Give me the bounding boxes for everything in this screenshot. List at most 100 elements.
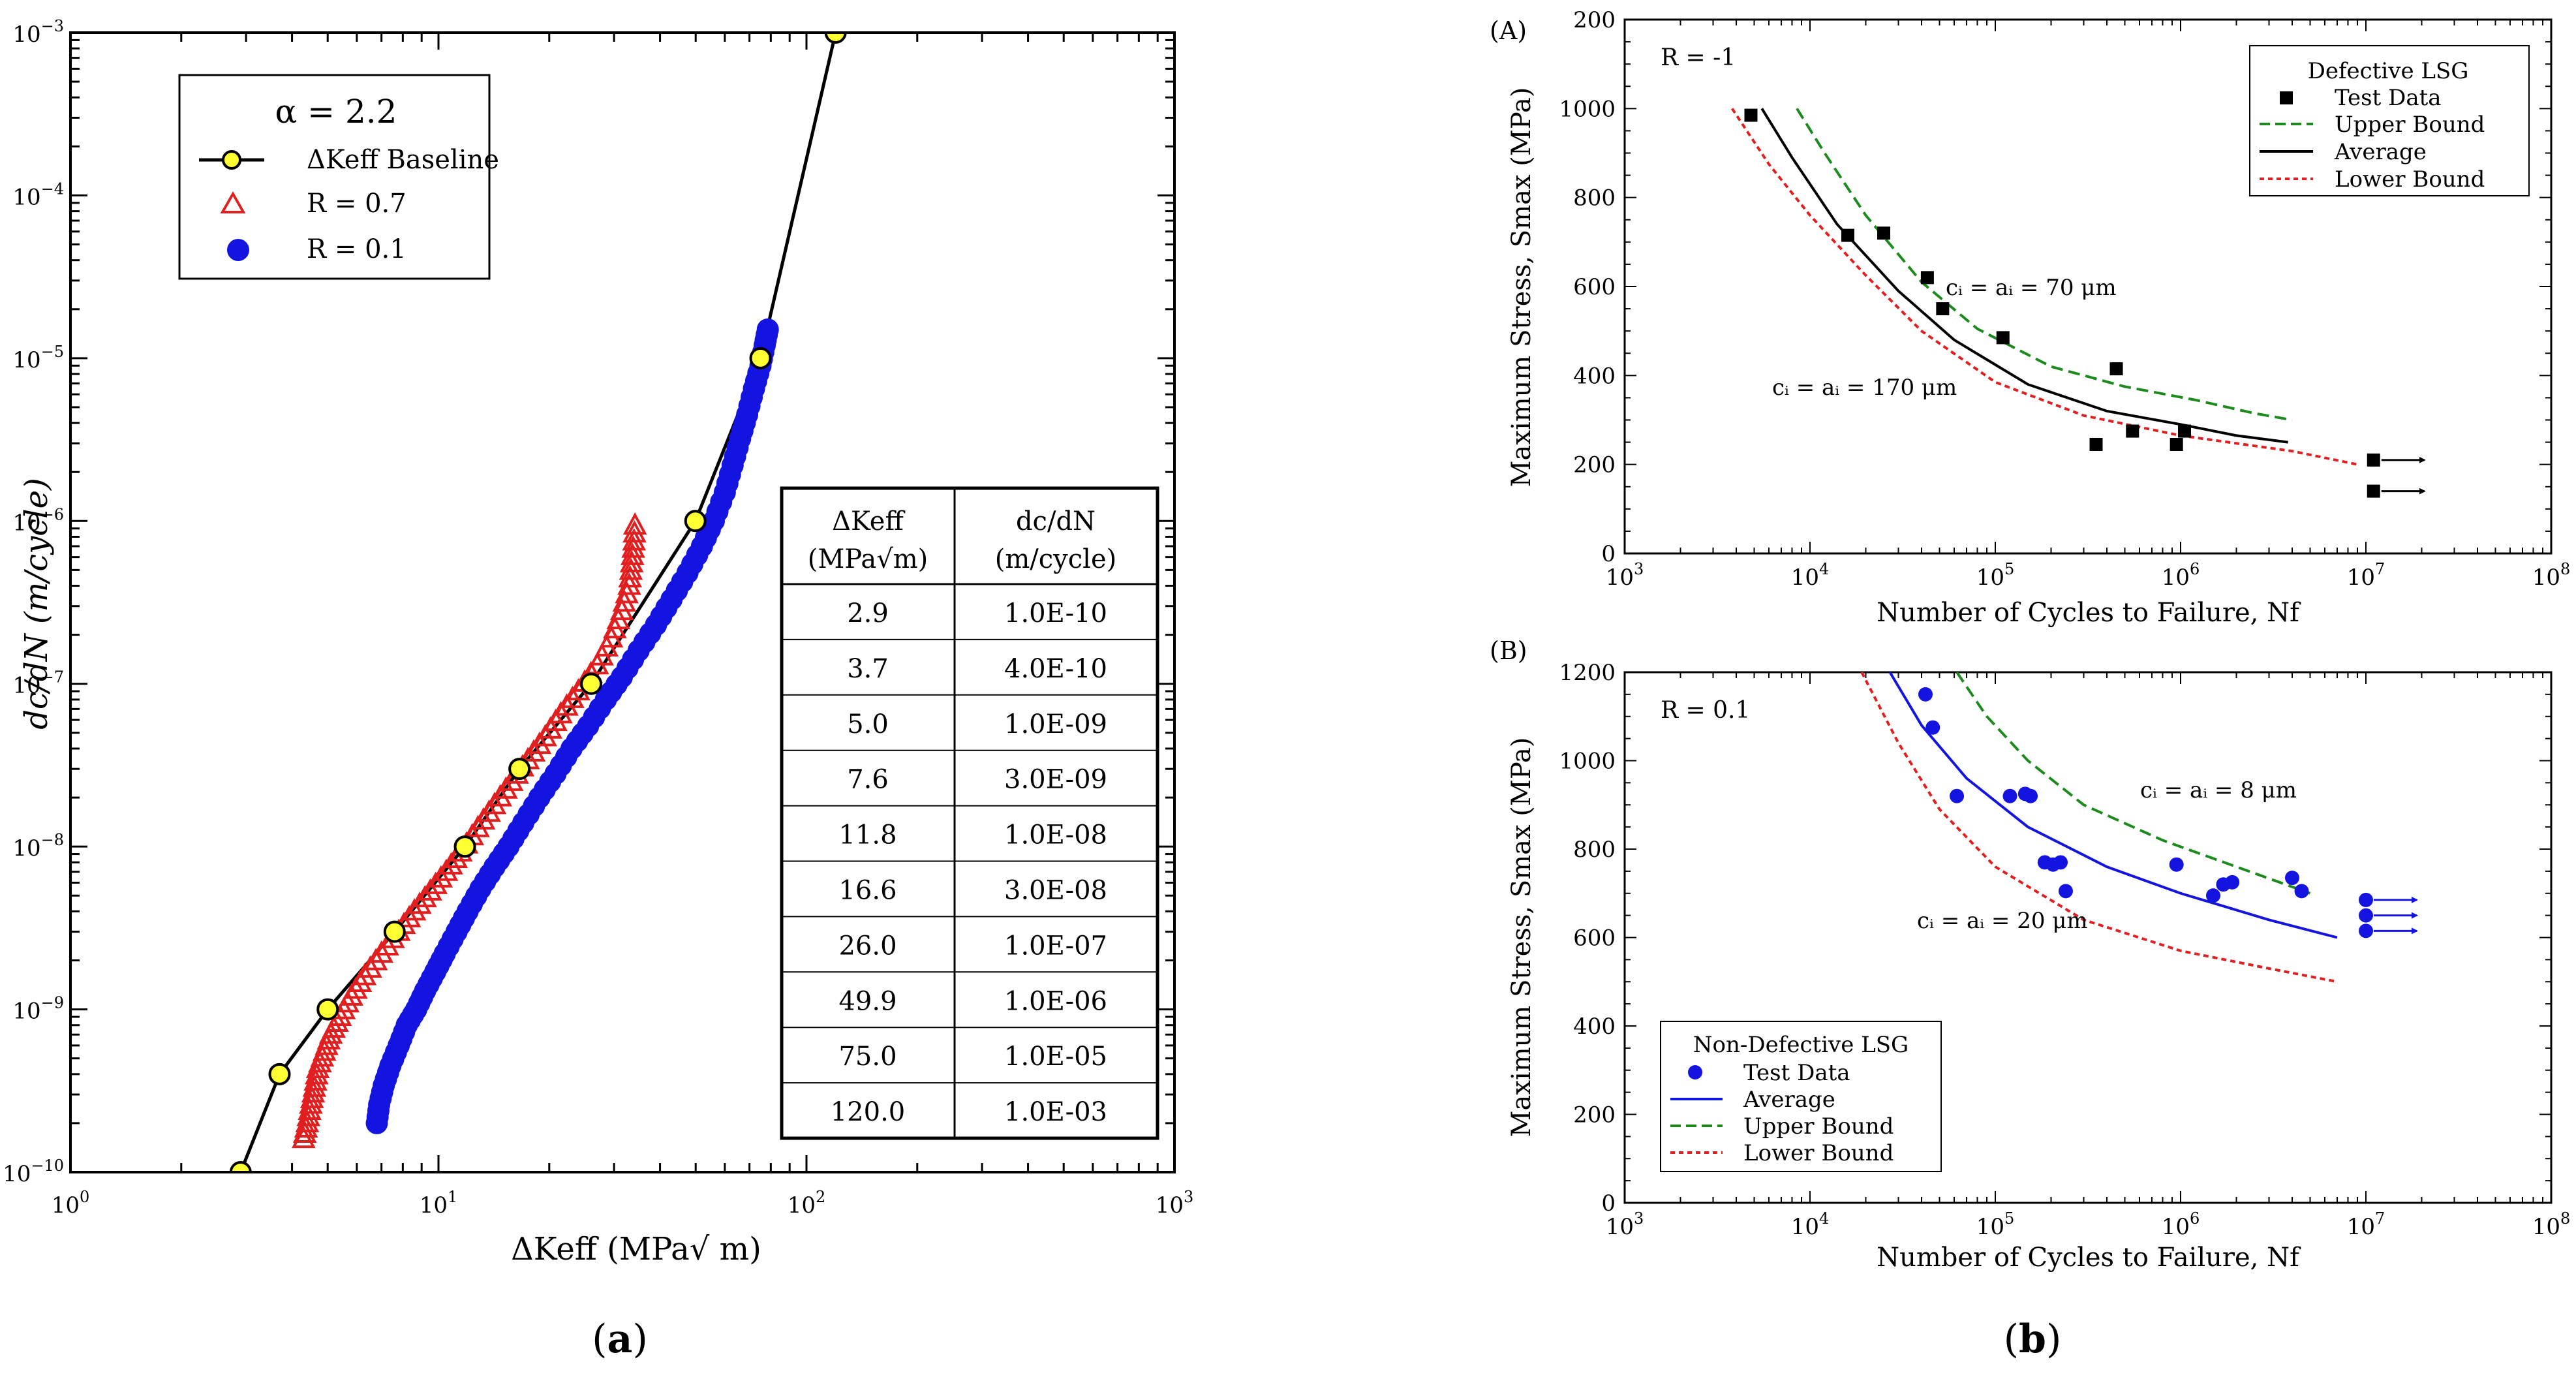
legend-r07-label: R = 0.7 bbox=[307, 189, 406, 219]
r07-data-point bbox=[397, 905, 422, 927]
legend-r01-marker bbox=[227, 239, 249, 261]
panel-B-legend-test-marker bbox=[1688, 1065, 1702, 1079]
caption-a-close: ) bbox=[632, 1316, 647, 1362]
test-data-point bbox=[1877, 226, 1891, 240]
caption-a-letter: a bbox=[607, 1316, 633, 1362]
x-tick-label: 100 bbox=[52, 1188, 90, 1218]
table-cell-dk: 16.6 bbox=[838, 876, 897, 906]
table-cell-dcdn: 3.0E-09 bbox=[1004, 765, 1107, 795]
y-tick-label-exp: −9 bbox=[41, 994, 64, 1012]
x-tick-label-base: 10 bbox=[1976, 1214, 2004, 1240]
table-header-dcdn-top: dc/dN bbox=[1016, 506, 1096, 536]
table-cell-dk: 5.0 bbox=[847, 709, 889, 739]
x-tick-label-base: 10 bbox=[420, 1192, 448, 1218]
table-cell-dk: 75.0 bbox=[838, 1042, 897, 1072]
baseline-data-point bbox=[453, 835, 476, 858]
y-tick-label-base: 10 bbox=[3, 1161, 31, 1187]
curve-average bbox=[1888, 672, 2338, 939]
y-tick-label-base: 10 bbox=[12, 184, 40, 210]
panel-A-curves bbox=[1730, 108, 2358, 466]
x-tick-label-base: 10 bbox=[2347, 565, 2375, 591]
test-data-point bbox=[2367, 484, 2380, 498]
curve-upper-bound bbox=[1796, 108, 2293, 422]
x-tick-label: 101 bbox=[420, 1188, 458, 1218]
r07-data-point bbox=[418, 878, 442, 901]
x-tick-label-base: 10 bbox=[1156, 1192, 1184, 1218]
r07-data-point bbox=[303, 1068, 328, 1091]
x-tick-label-exp: 5 bbox=[2004, 1209, 2014, 1228]
x-tick-label-exp: 4 bbox=[1819, 1209, 1829, 1228]
test-data-point bbox=[1936, 302, 1950, 316]
r07-data-point bbox=[499, 768, 524, 791]
r07-data-point bbox=[375, 933, 399, 955]
y-tick-label: 0 bbox=[1601, 1190, 1616, 1217]
table-cell-dcdn: 1.0E-05 bbox=[1004, 1042, 1107, 1072]
r07-data-point bbox=[296, 1104, 321, 1126]
curve-average bbox=[1760, 108, 2288, 444]
panel-B-legend-upper-label: Upper Bound bbox=[1743, 1113, 1894, 1140]
r07-data-point bbox=[429, 865, 453, 888]
panel-B-r-label: R = 0.1 bbox=[1661, 697, 1750, 724]
x-tick-label-exp: 7 bbox=[2375, 560, 2385, 578]
test-data-point bbox=[2089, 437, 2103, 451]
panel-B-legend-test-label: Test Data bbox=[1743, 1060, 1850, 1086]
panel-a: 100 101 102 103 10−1010−910−810−710−610−510… bbox=[3, 17, 1193, 1362]
table-cell-dk: 2.9 bbox=[847, 598, 889, 628]
table-cell-dk: 7.6 bbox=[847, 765, 889, 795]
x-tick-label-exp: 4 bbox=[1819, 560, 1829, 578]
x-tick-label-exp: 8 bbox=[2560, 560, 2570, 578]
x-tick-label-base: 10 bbox=[2162, 1214, 2190, 1240]
x-tick-label: 105 bbox=[1976, 560, 2015, 591]
panel-b-caption: (b) bbox=[2004, 1316, 2062, 1362]
panel-B-annotation-upper: cᵢ = aᵢ = 8 μm bbox=[2140, 777, 2297, 803]
x-tick-label-base: 10 bbox=[1976, 565, 2004, 591]
r07-data-point bbox=[423, 871, 448, 894]
test-data-point bbox=[2170, 437, 2183, 451]
table-header-dcdn-bottom: (m/cycle) bbox=[995, 544, 1116, 574]
x-tick-label: 105 bbox=[1976, 1209, 2015, 1240]
baseline-data-point bbox=[580, 672, 603, 695]
baseline-data-point bbox=[383, 920, 406, 943]
test-data-point bbox=[2109, 362, 2123, 376]
panel-a-legend: α = 2.2 ΔKeff Baseline R = 0.7 R = 0.1 bbox=[178, 74, 499, 280]
panel-B-legend-title: Non-Defective LSG bbox=[1693, 1032, 1909, 1058]
x-tick-label: 107 bbox=[2347, 1209, 2385, 1240]
panel-B-legend: Non-Defective LSG Test Data Average Uppe… bbox=[1660, 1021, 1942, 1172]
r07-data-point bbox=[299, 1091, 323, 1114]
test-data-point bbox=[2294, 884, 2309, 899]
x-tick-label-exp: 3 bbox=[1184, 1188, 1193, 1206]
x-tick-label: 103 bbox=[1606, 560, 1644, 591]
baseline-data-point bbox=[824, 33, 847, 44]
table-header-dk-top: ΔKeff bbox=[832, 506, 905, 536]
table-cell-dk: 49.9 bbox=[838, 986, 897, 1016]
panel-B-annotation-lower: cᵢ = aᵢ = 20 μm bbox=[1917, 908, 2088, 934]
y-tick-label: 200 bbox=[1573, 7, 1616, 33]
test-data-point bbox=[2359, 892, 2373, 907]
r07-data-point bbox=[298, 1097, 322, 1120]
table-cell-dcdn: 1.0E-08 bbox=[1004, 820, 1107, 850]
x-tick-label-exp: 5 bbox=[2004, 560, 2014, 578]
r07-data-point bbox=[363, 948, 388, 970]
y-tick-label: 10−7 bbox=[12, 668, 64, 699]
panel-A-x-axis-label: Number of Cycles to Failure, Nf bbox=[1877, 598, 2301, 628]
panel-A-annotation-lower: cᵢ = aᵢ = 170 μm bbox=[1772, 375, 1957, 401]
y-tick-label: 10−10 bbox=[3, 1156, 64, 1187]
r07-data-point bbox=[621, 535, 645, 558]
panel-B-legend-avg-label: Average bbox=[1743, 1087, 1835, 1113]
curve-lower-bound bbox=[1730, 108, 2358, 466]
x-tick-label-exp: 3 bbox=[1634, 560, 1644, 578]
test-data-point bbox=[2225, 875, 2240, 890]
x-tick-label-base: 10 bbox=[1606, 565, 1634, 591]
x-tick-label: 104 bbox=[1791, 560, 1830, 591]
r07-data-point bbox=[294, 1115, 318, 1138]
r07-data-point bbox=[412, 884, 437, 908]
x-tick-label-base: 10 bbox=[1606, 1214, 1634, 1240]
y-tick-label: 1200 bbox=[1559, 660, 1616, 686]
test-data-point bbox=[2284, 871, 2299, 886]
r07-data-point bbox=[302, 1074, 327, 1097]
legend-r07-marker bbox=[220, 191, 246, 213]
y-tick-label-exp: −4 bbox=[41, 179, 64, 198]
r07-data-point bbox=[617, 572, 641, 595]
